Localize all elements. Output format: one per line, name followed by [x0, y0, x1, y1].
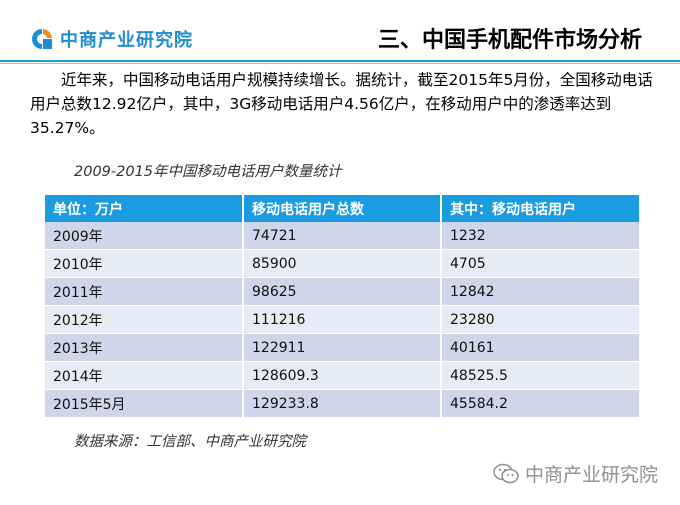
table-cell: 111216 [243, 305, 442, 334]
subscriber-table: 单位：万户 移动电话用户总数 其中：移动电话用户 2009年 74721 123… [45, 195, 639, 418]
table-row: 2011年 98625 12842 [45, 277, 639, 306]
table-cell: 122911 [243, 333, 442, 362]
table-cell: 2014年 [45, 361, 244, 390]
logo: 中商产业研究院 [30, 26, 193, 52]
logo-text: 中商产业研究院 [60, 30, 193, 51]
watermark-text: 中商产业研究院 [524, 464, 658, 486]
table-cell: 98625 [243, 277, 442, 306]
header-divider [0, 60, 680, 62]
table-cell: 2015年5月 [45, 389, 244, 418]
column-header: 移动电话用户总数 [243, 195, 442, 222]
header-divider-thin [0, 63, 680, 64]
table-cell: 48525.5 [441, 361, 639, 390]
table-row: 2014年 128609.3 48525.5 [45, 361, 639, 390]
wechat-icon [493, 463, 519, 483]
table-cell: 40161 [441, 333, 639, 362]
table-header-row: 单位：万户 移动电话用户总数 其中：移动电话用户 [45, 195, 639, 222]
table-cell: 2009年 [45, 222, 244, 250]
table-row: 2013年 122911 40161 [45, 333, 639, 362]
column-header: 单位：万户 [45, 195, 244, 222]
table-cell: 1232 [441, 222, 639, 250]
data-source-note: 数据来源：工信部、中商产业研究院 [74, 434, 306, 450]
table-cell: 2012年 [45, 305, 244, 334]
section-title: 三、中国手机配件市场分析 [377, 28, 642, 53]
column-header: 其中：移动电话用户 [441, 195, 639, 222]
table-row: 2015年5月 129233.8 45584.2 [45, 389, 639, 418]
intro-paragraph: 近年来，中国移动电话用户规模持续增长。据统计，截至2015年5月份，全国移动电话… [30, 71, 653, 137]
table-cell: 2011年 [45, 277, 244, 306]
table-cell: 2010年 [45, 249, 244, 278]
table-cell: 85900 [243, 249, 442, 278]
table-caption: 2009-2015年中国移动电话用户数量统计 [74, 164, 342, 180]
logo-icon [32, 29, 52, 49]
watermark: 中商产业研究院 [493, 460, 658, 487]
table-row: 2009年 74721 1232 [45, 222, 639, 250]
table-cell: 129233.8 [243, 389, 442, 418]
table-row: 2012年 111216 23280 [45, 305, 639, 334]
table-cell: 128609.3 [243, 361, 442, 390]
table-cell: 2013年 [45, 333, 244, 362]
page-header: 中商产业研究院 三、中国手机配件市场分析 [0, 0, 680, 64]
table-cell: 12842 [441, 277, 639, 306]
table-row: 2010年 85900 4705 [45, 249, 639, 278]
table-cell: 4705 [441, 249, 639, 278]
table-cell: 23280 [441, 305, 639, 334]
table-cell: 45584.2 [441, 389, 639, 418]
table-cell: 74721 [243, 222, 442, 250]
intro-text: 近年来，中国移动电话用户规模持续增长。据统计，截至2015年5月份，全国移动电话… [30, 68, 666, 140]
